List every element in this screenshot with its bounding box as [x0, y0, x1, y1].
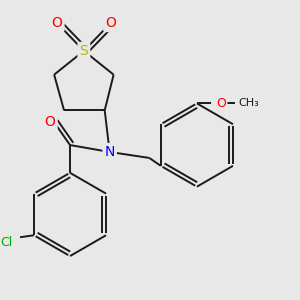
Text: O: O — [216, 97, 226, 110]
Text: O: O — [52, 16, 62, 30]
Text: CH₃: CH₃ — [238, 98, 259, 108]
Text: S: S — [80, 44, 88, 58]
Text: Cl: Cl — [0, 236, 12, 249]
Text: O: O — [105, 16, 116, 30]
Text: O: O — [45, 115, 56, 129]
Text: N: N — [104, 145, 115, 159]
